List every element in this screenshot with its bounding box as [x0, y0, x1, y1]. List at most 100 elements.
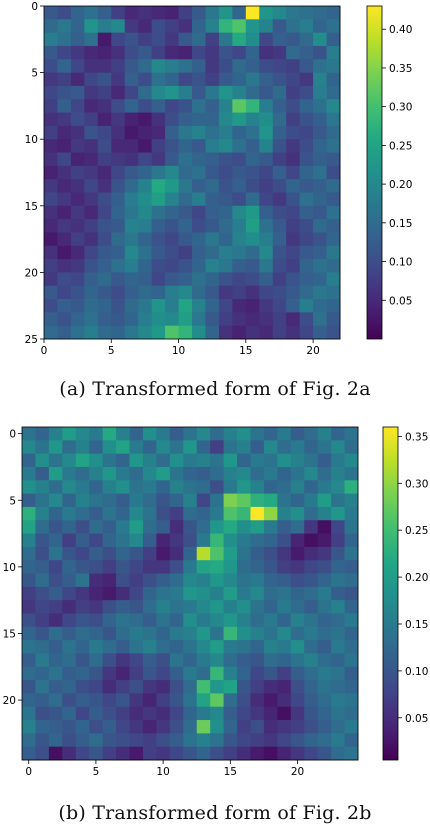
colorbar-tick-label: 0.30	[405, 478, 428, 490]
heatmap-cell	[277, 573, 292, 588]
heatmap-cell	[89, 480, 104, 494]
heatmap-cell	[331, 693, 345, 708]
colorbar-tick-label: 0.20	[389, 179, 412, 191]
heatmap-cell	[178, 245, 193, 260]
heatmap-cell	[75, 706, 90, 721]
heatmap-cell	[102, 693, 117, 708]
heatmap-cell	[138, 59, 153, 73]
heatmap-cell	[304, 546, 319, 561]
heatmap-cell	[263, 706, 278, 721]
y-tick-label: 5	[31, 68, 38, 80]
heatmap-cell	[116, 600, 130, 614]
heatmap-cell	[299, 72, 314, 87]
heatmap-cell	[277, 640, 292, 654]
heatmap-cell	[165, 232, 179, 247]
heatmap-cell	[169, 480, 184, 494]
heatmap-cell	[272, 219, 287, 233]
heatmap-cell	[250, 626, 265, 641]
heatmap-cell	[286, 312, 301, 327]
heatmap-cell	[44, 72, 58, 87]
heatmap-cell	[304, 427, 319, 441]
heatmap-cell	[84, 72, 99, 87]
heatmap-cell	[124, 112, 139, 127]
heatmap-cell	[44, 85, 58, 100]
heatmap-cell	[317, 720, 332, 734]
heatmap-cell	[250, 427, 265, 441]
heatmap-cell	[97, 165, 112, 180]
heatmap-cell	[250, 453, 265, 468]
heatmap-cell	[245, 125, 260, 140]
heatmap-cell	[196, 693, 211, 708]
heatmap-cell	[223, 520, 238, 534]
heatmap-cell	[218, 192, 233, 207]
heatmap-cell	[286, 205, 301, 220]
heatmap-cell	[205, 72, 220, 87]
heatmap-cell	[210, 466, 224, 481]
heatmap-cell	[331, 506, 345, 521]
heatmap-cell	[97, 99, 112, 113]
heatmap-cell	[331, 626, 345, 641]
heatmap-cell	[22, 653, 36, 668]
heatmap-cell	[205, 59, 220, 73]
heatmap-cell	[165, 272, 179, 287]
heatmap-cell	[124, 72, 139, 87]
heatmap-cell	[35, 533, 50, 548]
heatmap-cell	[272, 312, 287, 327]
heatmap-cell	[232, 72, 247, 87]
heatmap-cell	[178, 325, 193, 340]
heatmap-cell	[62, 546, 77, 561]
heatmap-cell	[111, 85, 126, 100]
heatmap-cell	[35, 493, 50, 508]
heatmap-cell	[89, 493, 104, 508]
heatmap-cell	[84, 139, 99, 153]
heatmap-cell	[169, 666, 184, 681]
heatmap-cell	[259, 285, 274, 300]
heatmap-cell	[183, 640, 198, 654]
heatmap-cell	[165, 299, 179, 313]
heatmap-cell	[344, 653, 359, 668]
heatmap-cell	[75, 600, 90, 614]
heatmap-cell	[192, 125, 206, 140]
heatmap-cell	[245, 259, 260, 273]
heatmap-cell	[62, 493, 77, 508]
heatmap-cell	[84, 232, 99, 247]
heatmap-cell	[344, 720, 359, 734]
heatmap-cell	[344, 666, 359, 681]
heatmap-cell	[223, 493, 238, 508]
heatmap-cell	[57, 152, 72, 167]
heatmap-cell	[192, 272, 206, 287]
heatmap-cell	[223, 480, 238, 494]
heatmap-cell	[272, 139, 287, 153]
heatmap-cell	[89, 453, 104, 468]
heatmap-cell	[44, 205, 58, 220]
heatmap-cell	[313, 112, 327, 127]
heatmap-cell	[62, 666, 77, 681]
heatmap-cell	[111, 245, 126, 260]
heatmap-cell	[142, 533, 157, 548]
heatmap-cell	[250, 706, 265, 721]
heatmap-cell	[169, 533, 184, 548]
heatmap-cell	[313, 325, 327, 340]
heatmap-cell	[178, 59, 193, 73]
heatmap-cell	[196, 640, 211, 654]
heatmap-cell	[48, 427, 63, 441]
heatmap-cell	[156, 573, 171, 588]
heatmap-cell	[124, 205, 139, 220]
heatmap-cell	[124, 325, 139, 340]
heatmap-cell	[304, 453, 319, 468]
heatmap-cell	[124, 179, 139, 193]
heatmap-cell	[48, 640, 63, 654]
heatmap-cell	[313, 6, 327, 20]
heatmap-cell	[344, 573, 359, 588]
heatmap-cell	[223, 746, 238, 761]
heatmap-cell	[299, 272, 314, 287]
heatmap-cell	[111, 312, 126, 327]
heatmap-cell	[70, 32, 85, 47]
heatmap-cell	[232, 325, 247, 340]
heatmap-cell	[277, 733, 292, 748]
heatmap-cell	[250, 746, 265, 761]
heatmap-cell	[169, 586, 184, 601]
heatmap-cell	[84, 85, 99, 100]
heatmap-cell	[44, 272, 58, 287]
heatmap-cell	[89, 506, 104, 521]
